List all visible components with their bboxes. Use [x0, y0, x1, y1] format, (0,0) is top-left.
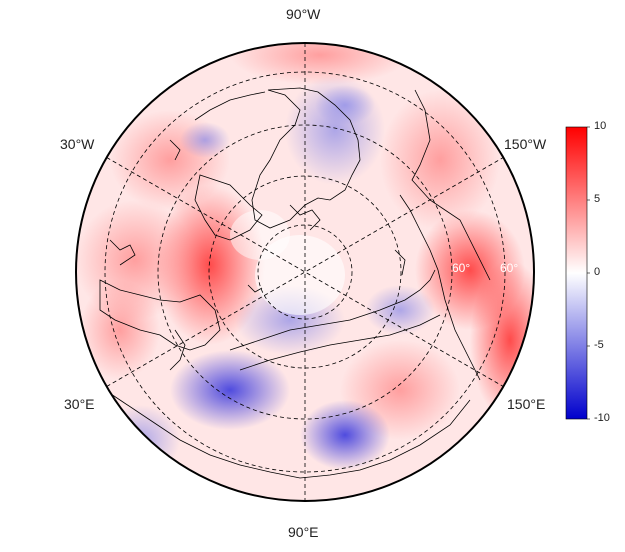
- graticule: [104, 43, 506, 501]
- lon-label-upper-right: 150°W: [504, 136, 547, 152]
- colorbar-tick-0: 0: [594, 266, 601, 278]
- meridian-30w-150e: [106, 157, 504, 387]
- lat-label-60-outer: 60°: [500, 261, 519, 275]
- lon-label-lower-right: 150°E: [507, 396, 546, 412]
- meridian-30e-150w: [106, 157, 504, 387]
- lon-label-top: 90°W: [286, 6, 321, 22]
- lon-label-upper-left: 30°W: [60, 136, 95, 152]
- latitude-circle-60: [157, 124, 453, 420]
- latitude-circle-50: [104, 71, 506, 473]
- colorbar-tick-minus10: -10: [594, 412, 610, 424]
- colorbar: [565, 126, 590, 420]
- lon-label-lower-left: 30°E: [64, 396, 95, 412]
- lon-label-bottom: 90°E: [288, 524, 319, 540]
- anomaly-field: [76, 43, 534, 501]
- colorbar-tick-minus5: -5: [594, 339, 604, 351]
- map-border: [75, 42, 535, 502]
- colorbar-tick-10: 10: [594, 120, 607, 132]
- colorbar-tick-5: 5: [594, 193, 601, 205]
- lat-label-60-inner: 60°: [452, 261, 471, 275]
- colorbar-gradient: [566, 127, 587, 419]
